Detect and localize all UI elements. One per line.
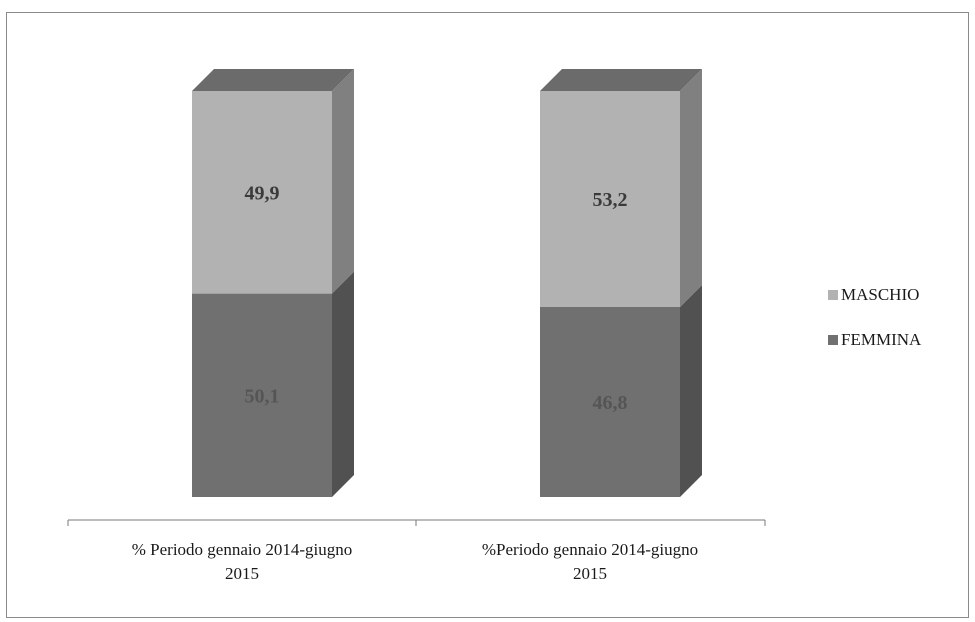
bar-2-femmina-front xyxy=(540,306,680,497)
x-tick-label-2: %Periodo gennaio 2014-giugno 2015 xyxy=(482,540,698,583)
bar-2-femmina-value-label: 46,8 xyxy=(593,392,628,414)
legend-label-femmina: FEMMINA xyxy=(841,330,922,349)
bar-1-femmina-value-label: 50,1 xyxy=(245,385,280,407)
bar-1-maschio-front xyxy=(192,91,332,294)
bar-1-maschio-value-label: 49,9 xyxy=(245,182,280,204)
legend-swatch-femmina xyxy=(828,335,838,345)
legend: MASCHIO FEMMINA xyxy=(828,285,922,349)
legend-label-maschio: MASCHIO xyxy=(841,285,919,304)
x-tick-label-1: % Periodo gennaio 2014-giugno 2015 xyxy=(132,540,353,583)
bar-2-maschio-front xyxy=(540,91,680,307)
bar-2-maschio-side xyxy=(680,69,702,307)
bar-1-femmina-side xyxy=(332,271,354,497)
chart-frame xyxy=(6,12,969,618)
x-axis: % Periodo gennaio 2014-giugno 2015 %Period… xyxy=(67,519,766,583)
bar-2-femmina-side xyxy=(680,284,702,497)
bar-1-maschio-side xyxy=(332,69,354,294)
bars-layer: 50,1 49,9 46,8 53,2 xyxy=(192,69,702,497)
bar-1-femmina-front xyxy=(192,293,332,497)
bar-2-maschio-value-label: 53,2 xyxy=(593,189,628,211)
legend-swatch-maschio xyxy=(828,290,838,300)
bar-2-top-face xyxy=(540,69,702,91)
bar-1-top-face xyxy=(192,69,354,91)
